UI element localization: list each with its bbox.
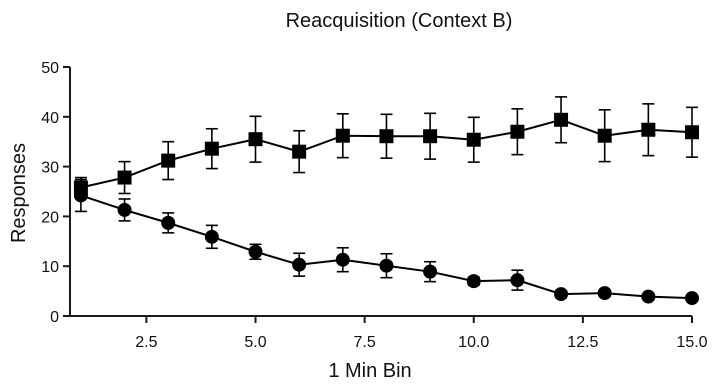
x-tick-label: 10.0 [458, 334, 489, 351]
data-point-circle [292, 257, 307, 272]
data-point-circle [248, 244, 263, 259]
data-point-circle [554, 287, 569, 302]
series-layer [73, 96, 699, 306]
series-square [73, 96, 699, 199]
y-axis-label: Responses [8, 143, 30, 243]
axes: 0 10 20 30 40 50 2.5 5.0 7.5 10.0 12.5 15.0 [41, 60, 707, 351]
y-tick-label: 0 [50, 309, 59, 326]
data-point-circle [161, 215, 176, 230]
data-point-circle [597, 286, 612, 301]
y-tick-label: 40 [41, 110, 59, 127]
x-tick-label: 12.5 [567, 334, 598, 351]
data-point-circle [510, 273, 525, 288]
data-point-square [597, 128, 612, 143]
data-point-square [379, 129, 394, 144]
y-tick-label: 50 [41, 60, 59, 77]
data-point-circle [335, 252, 350, 267]
data-point-circle [117, 202, 132, 217]
x-tick-label: 5.0 [244, 334, 266, 351]
x-axis-label: 1 Min Bin [328, 360, 411, 381]
data-point-circle [641, 289, 656, 304]
data-point-circle [423, 264, 438, 279]
data-point-square [335, 128, 350, 143]
y-tick-label: 10 [41, 259, 59, 276]
x-tick-label: 15.0 [676, 334, 707, 351]
y-tick-label: 20 [41, 209, 59, 226]
data-point-square [292, 144, 307, 159]
data-point-square [117, 170, 132, 185]
data-point-square [466, 132, 481, 147]
data-point-square [510, 124, 525, 139]
data-point-square [248, 132, 263, 147]
data-point-square [554, 112, 569, 127]
series-circle [73, 178, 699, 306]
chart-title: Reacquisition (Context B) [286, 10, 513, 32]
data-point-circle [685, 291, 699, 306]
data-point-square [685, 125, 699, 140]
x-tick-label: 7.5 [354, 334, 376, 351]
data-point-square [161, 153, 176, 168]
series-line-circle [80, 194, 693, 300]
data-point-square [423, 129, 438, 144]
data-point-square [204, 141, 219, 156]
data-point-circle [379, 258, 394, 273]
data-point-circle [73, 188, 88, 203]
y-tick-label: 30 [41, 160, 59, 177]
data-point-circle [466, 274, 481, 289]
data-point-circle [204, 229, 219, 244]
x-tick-label: 2.5 [135, 334, 157, 351]
data-point-square [641, 122, 656, 137]
